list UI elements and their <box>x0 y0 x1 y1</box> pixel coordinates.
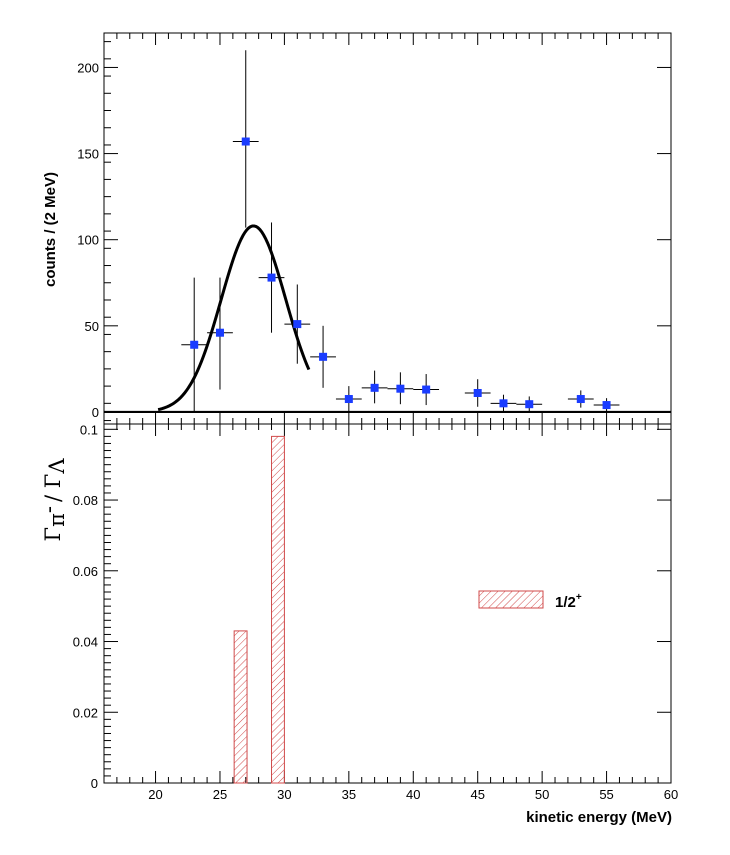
x-tick-label: 50 <box>535 787 549 802</box>
hatched-bar <box>271 435 285 784</box>
legend: 1/2+ <box>478 590 582 611</box>
data-point <box>464 379 491 407</box>
data-point <box>232 50 259 228</box>
bottom-y-tick-label: 0.1 <box>80 422 98 437</box>
data-marker <box>370 383 379 392</box>
legend-swatch <box>478 590 544 609</box>
data-marker <box>319 352 328 361</box>
data-point <box>516 396 543 412</box>
data-point <box>181 277 208 412</box>
bottom-panel: 0 0.02 0.04 0.06 0.08 0.1 20 25 30 35 40 45 50 55 60 k… <box>37 422 678 826</box>
x-tick-label: 20 <box>148 787 162 802</box>
x-tick-label: 45 <box>470 787 484 802</box>
bottom-plot-frame <box>103 423 672 784</box>
top-y-tick-label: 0 <box>92 405 99 420</box>
data-marker <box>190 340 199 349</box>
top-y-tick-label: 50 <box>85 319 99 334</box>
data-marker <box>422 385 431 394</box>
data-point <box>490 394 517 412</box>
hatched-bar <box>233 630 248 784</box>
top-y-tick-label: 100 <box>77 233 99 248</box>
data-marker <box>602 401 611 410</box>
bottom-y-tick-label: 0 <box>91 776 98 791</box>
data-point <box>310 325 336 388</box>
data-point <box>387 372 414 405</box>
data-point <box>207 277 233 390</box>
bottom-data-marks <box>233 435 285 784</box>
bottom-y-tick-label: 0.04 <box>73 635 98 650</box>
data-marker <box>499 399 508 408</box>
bottom-y-tick-label: 0.06 <box>73 564 98 579</box>
top-plot-frame <box>103 32 672 425</box>
bottom-y-tick-label: 0.08 <box>73 493 98 508</box>
x-tick-label: 40 <box>406 787 420 802</box>
data-marker <box>241 137 250 146</box>
top-panel: 0 50 100 150 200 counts / (2 MeV) <box>42 32 672 425</box>
bottom-y-axis-title: Γπ-/ ΓΛ <box>37 458 69 542</box>
top-y-tick-label: 200 <box>77 60 99 75</box>
data-marker <box>215 328 224 337</box>
data-point <box>413 374 440 406</box>
data-marker <box>525 400 534 409</box>
x-tick-label: 60 <box>664 787 678 802</box>
x-axis-title: kinetic energy (MeV) <box>526 809 672 826</box>
x-tick-label: 30 <box>277 787 291 802</box>
bottom-y-tick-label: 0.02 <box>73 705 98 720</box>
top-y-tick-label: 150 <box>77 147 99 162</box>
data-marker <box>576 395 585 404</box>
data-point <box>284 284 311 364</box>
top-y-axis-title: counts / (2 MeV) <box>42 172 59 287</box>
data-marker <box>344 395 353 404</box>
top-data-marks <box>157 50 620 412</box>
data-point <box>335 386 362 412</box>
fit-curve <box>157 224 311 412</box>
data-point <box>593 398 620 412</box>
data-point <box>567 390 594 408</box>
data-point <box>361 370 388 404</box>
data-point <box>258 222 285 333</box>
x-tick-label: 35 <box>342 787 356 802</box>
top-axis-ticks: 0 50 100 150 200 <box>77 33 672 424</box>
data-marker <box>293 320 302 329</box>
legend-label: 1/2+ <box>555 592 582 611</box>
bottom-axis-ticks: 0 0.02 0.04 0.06 0.08 0.1 20 25 30 35 40 45 50 55 60 <box>73 422 679 802</box>
data-marker <box>473 388 482 397</box>
x-tick-label: 55 <box>599 787 613 802</box>
data-marker <box>396 384 405 393</box>
data-marker <box>267 273 276 282</box>
x-tick-label: 25 <box>213 787 227 802</box>
